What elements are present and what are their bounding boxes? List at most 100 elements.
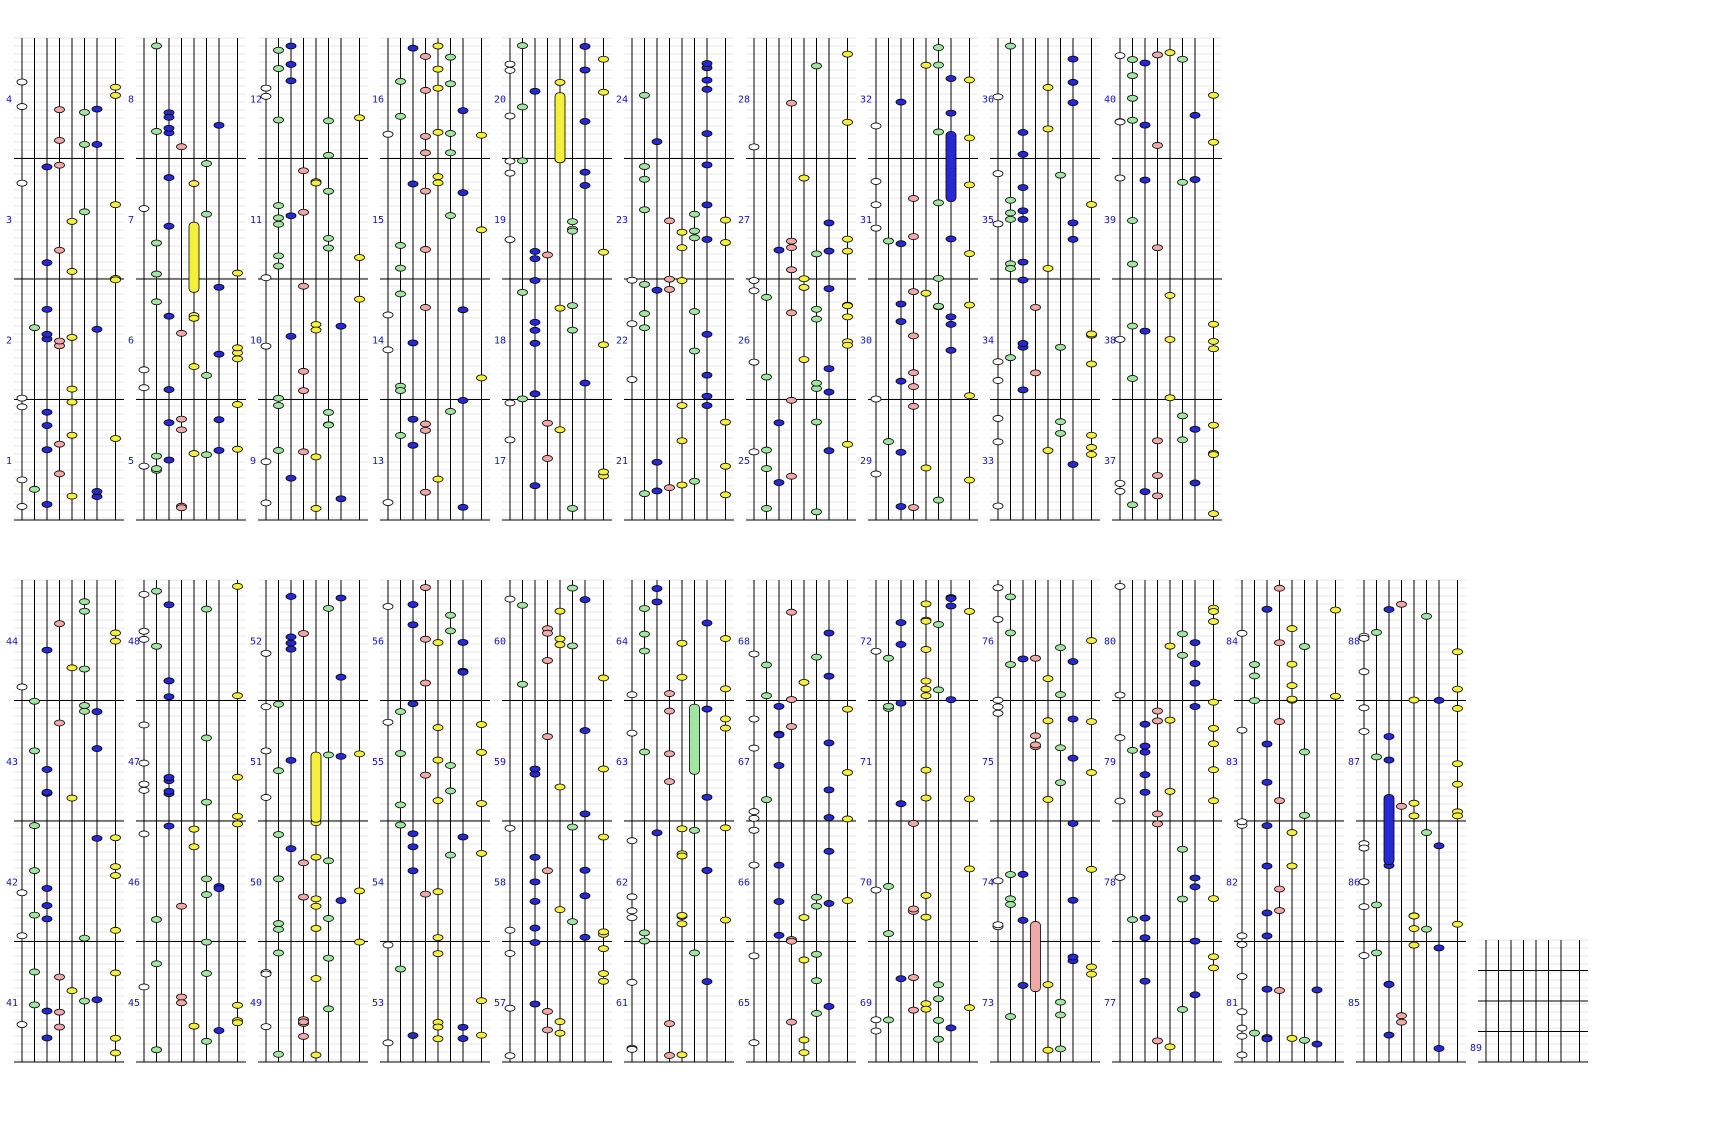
note <box>992 502 1004 510</box>
note <box>273 1050 284 1058</box>
note <box>1452 705 1463 712</box>
note <box>579 810 591 818</box>
note <box>1114 691 1126 699</box>
note <box>201 372 212 379</box>
note <box>91 325 103 333</box>
note <box>529 1000 541 1008</box>
note <box>354 750 365 758</box>
note <box>964 607 975 615</box>
note <box>138 627 150 635</box>
measure-number: 36 <box>982 94 994 105</box>
note <box>432 1035 444 1043</box>
note <box>1274 987 1285 994</box>
note <box>1086 970 1097 978</box>
note <box>1067 896 1079 904</box>
measure-number: 31 <box>860 215 872 226</box>
note <box>1189 874 1201 882</box>
note <box>786 608 797 616</box>
note <box>29 485 40 493</box>
note <box>811 62 822 70</box>
note <box>1127 56 1138 63</box>
note <box>626 376 638 383</box>
note <box>895 641 907 648</box>
note <box>870 886 882 894</box>
measure-number: 63 <box>616 757 628 768</box>
note <box>773 762 785 769</box>
note <box>66 333 78 341</box>
note <box>761 505 772 512</box>
note <box>54 161 65 169</box>
note <box>992 358 1004 366</box>
note <box>323 751 334 759</box>
note <box>773 861 785 869</box>
note <box>110 276 121 284</box>
note <box>1236 932 1248 940</box>
note <box>1274 639 1285 647</box>
note <box>676 639 688 647</box>
note <box>273 116 284 124</box>
note <box>598 765 609 773</box>
note <box>382 346 394 354</box>
note <box>542 733 553 740</box>
note <box>476 374 487 382</box>
note <box>323 151 334 159</box>
measure-number: 65 <box>738 998 750 1009</box>
note <box>823 739 835 747</box>
note <box>1017 129 1029 136</box>
note <box>432 934 444 941</box>
note <box>1139 59 1151 67</box>
note <box>1139 742 1151 750</box>
note <box>811 379 822 387</box>
note <box>29 697 40 705</box>
note <box>188 1022 200 1030</box>
note <box>529 248 541 255</box>
note <box>1396 802 1407 810</box>
note <box>529 277 541 284</box>
note <box>870 1016 882 1024</box>
note <box>870 201 882 209</box>
measure-number: 77 <box>1104 998 1116 1009</box>
measure-number: 80 <box>1104 636 1116 647</box>
note <box>933 1035 944 1043</box>
note <box>1086 637 1097 644</box>
note <box>689 234 700 242</box>
note <box>323 857 334 865</box>
note <box>273 447 284 454</box>
note <box>201 875 212 883</box>
note <box>420 890 431 898</box>
note <box>457 833 469 841</box>
note <box>1005 871 1016 878</box>
note <box>445 611 456 619</box>
note <box>260 1023 272 1031</box>
note <box>285 756 297 764</box>
note <box>79 607 90 615</box>
note <box>201 210 212 218</box>
measure-number: 14 <box>372 335 384 346</box>
note <box>1189 679 1201 687</box>
note <box>1189 660 1201 667</box>
note <box>823 672 835 680</box>
note <box>1164 787 1176 795</box>
measure-number: 83 <box>1226 757 1238 768</box>
note <box>1127 116 1138 124</box>
note <box>639 490 650 498</box>
note <box>579 892 591 900</box>
note <box>689 308 700 315</box>
note <box>761 446 772 454</box>
note <box>1208 138 1219 146</box>
note <box>232 269 243 277</box>
note <box>176 415 187 423</box>
note <box>1005 1013 1016 1020</box>
note <box>504 1004 516 1012</box>
note <box>992 703 1004 711</box>
note <box>748 861 760 869</box>
note <box>79 598 90 606</box>
note <box>285 42 297 50</box>
note <box>176 426 187 434</box>
note <box>598 945 609 953</box>
note <box>761 465 772 472</box>
note <box>163 222 175 230</box>
note <box>811 315 822 323</box>
note <box>16 394 28 402</box>
measure-number: 13 <box>372 456 384 467</box>
